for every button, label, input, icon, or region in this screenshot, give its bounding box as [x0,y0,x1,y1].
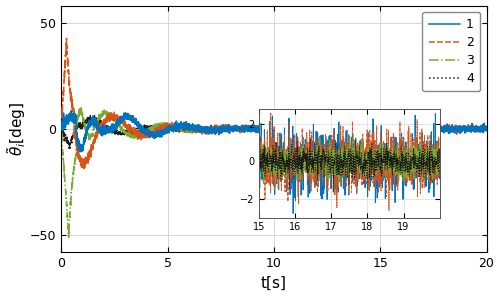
2 [484,128,490,131]
4 [240,127,246,131]
2 [240,125,246,129]
4 [66,147,72,151]
4 [484,128,490,132]
Legend: 1, 2, 3, 4: 1, 2, 3, 4 [422,12,480,91]
1 [484,127,490,131]
2 [58,127,64,130]
Y-axis label: $\tilde{\theta}_i$[deg]: $\tilde{\theta}_i$[deg] [6,102,28,156]
3 [348,127,354,130]
3 [58,127,64,131]
1 [272,128,278,132]
3 [118,127,124,131]
3 [66,236,71,239]
4 [118,133,124,136]
3 [272,126,278,129]
3 [143,131,149,134]
2 [81,168,87,171]
2 [348,126,354,129]
1 [240,129,246,132]
4 [272,128,278,132]
2 [244,127,250,131]
2 [118,120,124,123]
1 [118,115,124,119]
Line: 1: 1 [61,111,486,152]
3 [484,128,490,131]
4 [92,112,98,116]
3 [78,106,84,110]
X-axis label: t[s]: t[s] [261,276,287,290]
4 [58,129,64,133]
1 [68,109,74,113]
Line: 2: 2 [61,38,486,169]
4 [244,127,250,130]
2 [272,130,278,134]
3 [244,126,250,130]
1 [348,126,354,130]
2 [143,132,149,135]
1 [76,150,82,154]
2 [64,37,70,40]
4 [348,130,354,133]
3 [240,128,246,131]
4 [143,125,149,128]
Line: 3: 3 [61,108,486,237]
1 [143,128,149,131]
1 [58,128,64,131]
1 [244,129,250,133]
Line: 4: 4 [61,114,486,149]
